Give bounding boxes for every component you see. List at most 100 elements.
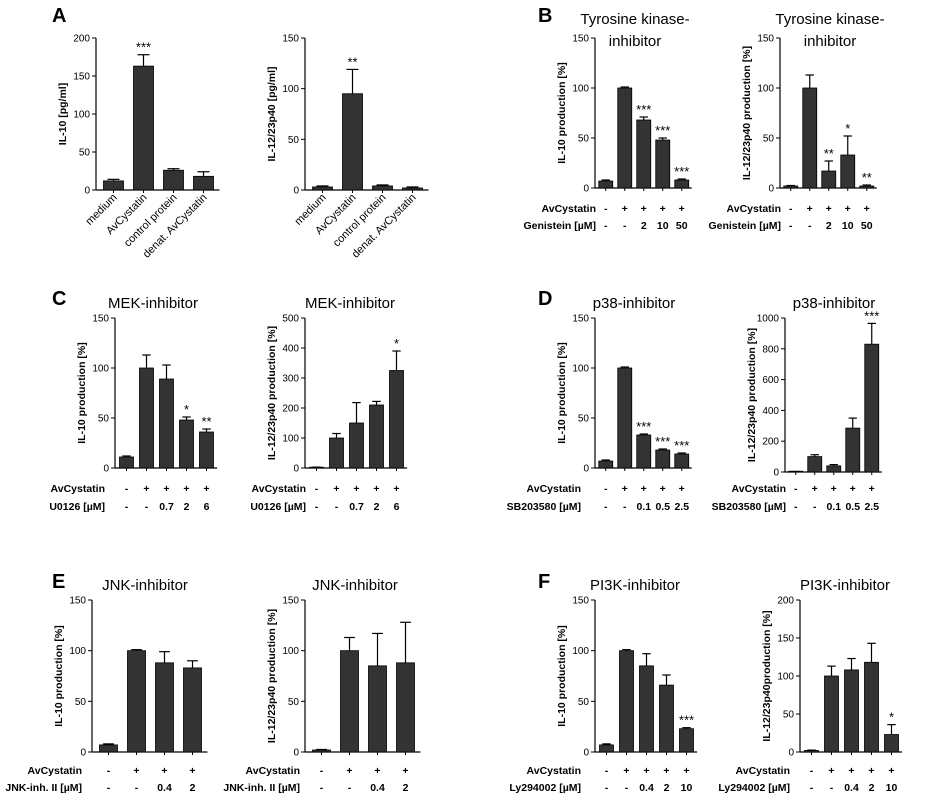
significance-label: ** bbox=[824, 146, 834, 161]
table-cell: 50 bbox=[861, 220, 873, 232]
y-tick-label: 150 bbox=[572, 596, 589, 607]
significance-label: *** bbox=[864, 308, 879, 323]
bar bbox=[179, 419, 194, 469]
bar bbox=[396, 662, 415, 753]
bar bbox=[804, 750, 819, 753]
y-tick-label: 100 bbox=[69, 646, 86, 657]
table-cell: - bbox=[789, 203, 793, 215]
y-tick-label: 500 bbox=[282, 314, 299, 325]
table-row-label: AvCystatin bbox=[28, 765, 82, 777]
y-tick-label: 0 bbox=[80, 748, 86, 759]
table-cell: + bbox=[353, 483, 359, 495]
table-cell: - bbox=[605, 765, 609, 777]
bar bbox=[844, 669, 859, 753]
y-tick-label: 50 bbox=[288, 697, 300, 708]
bar bbox=[884, 734, 899, 753]
table-cell: + bbox=[133, 765, 139, 777]
table-cell: 0.4 bbox=[370, 782, 385, 794]
significance-label: ** bbox=[201, 414, 211, 429]
table-cell: - bbox=[813, 501, 817, 513]
bar bbox=[183, 667, 202, 753]
table-cell: - bbox=[808, 220, 812, 232]
table-row-label: JNK-inh. II [µM] bbox=[5, 782, 82, 794]
y-tick-label: 100 bbox=[282, 434, 299, 445]
chart-b1: 0 50 100 150 IL-10 production [%] Tyrosine ki… bbox=[523, 11, 692, 232]
significance-label: * bbox=[394, 336, 399, 351]
table-row-label: SB203580 [µM] bbox=[712, 501, 786, 513]
y-tick-label: 0 bbox=[583, 184, 589, 195]
table-cell: - bbox=[320, 765, 324, 777]
table-cell: + bbox=[679, 203, 685, 215]
table-cell: 2 bbox=[184, 501, 190, 513]
table-cell: + bbox=[888, 765, 894, 777]
table-cell: + bbox=[346, 765, 352, 777]
bar bbox=[674, 453, 690, 469]
y-tick-label: 50 bbox=[578, 134, 590, 145]
y-axis-label: IL-10 production [%] bbox=[556, 342, 568, 444]
table-cell: 0.1 bbox=[636, 501, 651, 513]
bar bbox=[402, 187, 423, 191]
chart-c1: 0 50 100 150 IL-10 production [%] MEK-inhibit… bbox=[49, 295, 218, 513]
significance-label: * bbox=[184, 402, 189, 417]
y-tick-label: 50 bbox=[75, 697, 87, 708]
table-cell: 2 bbox=[374, 501, 380, 513]
bar bbox=[617, 87, 633, 189]
y-tick-label: 150 bbox=[572, 34, 589, 45]
y-tick-label: 200 bbox=[73, 34, 90, 45]
table-cell: + bbox=[848, 765, 854, 777]
table-cell: - bbox=[810, 765, 814, 777]
bar bbox=[389, 370, 404, 469]
significance-label: ** bbox=[862, 170, 872, 185]
table-row-label: JNK-inh. II [µM] bbox=[223, 782, 300, 794]
y-tick-label: 150 bbox=[757, 34, 774, 45]
table-cell: - bbox=[145, 501, 149, 513]
chart-d2: 0 200 400 600 800 1000 IL-12/23p40 production … bbox=[712, 295, 882, 513]
table-cell: - bbox=[604, 203, 608, 215]
bar bbox=[369, 404, 384, 469]
table-cell: + bbox=[641, 483, 647, 495]
chart-title: p38-inhibitor bbox=[593, 295, 676, 312]
table-cell: - bbox=[605, 782, 609, 794]
table-row-label: U0126 [µM] bbox=[49, 501, 105, 513]
table-cell: + bbox=[622, 203, 628, 215]
table-row-label: U0126 [µM] bbox=[250, 501, 306, 513]
y-tick-label: 150 bbox=[282, 596, 299, 607]
table-cell: + bbox=[663, 765, 669, 777]
bar bbox=[342, 93, 363, 191]
table-cell: 0.7 bbox=[349, 501, 364, 513]
table-cell: + bbox=[868, 765, 874, 777]
y-tick-label: 200 bbox=[777, 596, 794, 607]
table-cell: + bbox=[679, 483, 685, 495]
chart-title: p38-inhibitor bbox=[793, 295, 876, 312]
table-cell: - bbox=[107, 782, 111, 794]
table-row-label: Genistein [µM] bbox=[523, 220, 596, 232]
table-cell: - bbox=[604, 220, 608, 232]
table-cell: 0.7 bbox=[159, 501, 174, 513]
table-cell: + bbox=[373, 483, 379, 495]
bar bbox=[372, 185, 393, 191]
chart-title: MEK-inhibitor bbox=[305, 295, 395, 312]
table-cell: 2 bbox=[664, 782, 670, 794]
table-row-label: AvCystatin bbox=[727, 203, 781, 215]
y-axis-label: IL-12/23p40 production [%] bbox=[741, 46, 753, 180]
significance-label: *** bbox=[636, 102, 651, 117]
chart-title: JNK-inhibitor bbox=[102, 577, 188, 594]
y-tick-label: 150 bbox=[282, 34, 299, 45]
y-axis-label: IL-12/23p40 production [%] bbox=[266, 609, 278, 743]
table-cell: + bbox=[623, 765, 629, 777]
table-cell: + bbox=[161, 765, 167, 777]
chart-title: Tyrosine kinase- bbox=[775, 11, 884, 28]
table-cell: 10 bbox=[842, 220, 854, 232]
panel-letter-a: A bbox=[52, 5, 66, 27]
table-row-label: SB203580 [µM] bbox=[507, 501, 581, 513]
y-axis-label: IL-12/23p40 production [%] bbox=[746, 328, 758, 462]
panel-letter-d: D bbox=[538, 288, 552, 310]
y-tick-label: 600 bbox=[762, 375, 779, 386]
bar bbox=[639, 665, 654, 753]
bar bbox=[636, 434, 652, 469]
significance-label: * bbox=[889, 710, 894, 725]
bar bbox=[127, 650, 146, 753]
table-cell: + bbox=[864, 203, 870, 215]
